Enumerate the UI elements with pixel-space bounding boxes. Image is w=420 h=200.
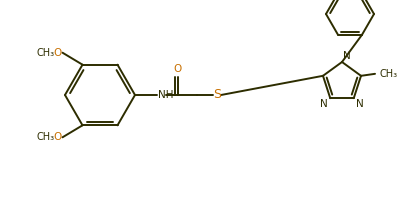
- Text: NH: NH: [158, 90, 173, 100]
- Text: CH₃: CH₃: [37, 48, 55, 58]
- Text: N: N: [320, 99, 328, 109]
- Text: CH₃: CH₃: [379, 69, 397, 79]
- Text: S: S: [213, 88, 221, 102]
- Text: O: O: [53, 132, 61, 142]
- Text: O: O: [53, 48, 61, 58]
- Text: O: O: [173, 64, 181, 74]
- Text: N: N: [356, 99, 363, 109]
- Text: N: N: [343, 51, 351, 61]
- Text: CH₃: CH₃: [37, 132, 55, 142]
